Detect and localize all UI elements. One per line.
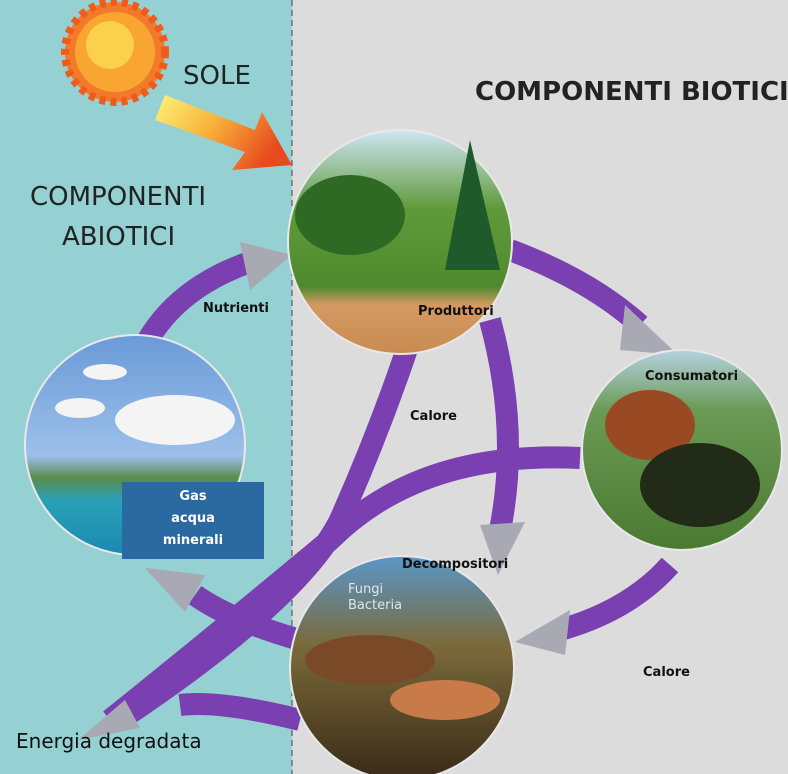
- animal: [640, 443, 760, 527]
- sun-label: SOLE: [183, 61, 251, 91]
- node-sublabel: Bacteria: [348, 598, 402, 613]
- sun: [65, 2, 165, 102]
- node-label: Gas: [179, 489, 206, 504]
- mushroom: [390, 680, 500, 720]
- page: {"sun": {"label": "SOLE"}, "regions": {"…: [0, 0, 788, 774]
- cloud: [115, 395, 235, 445]
- sun-core: [86, 21, 134, 69]
- mushroom: [305, 635, 435, 685]
- abiotic-title: ABIOTICI: [62, 222, 175, 252]
- node-label: Decompositori: [402, 557, 508, 572]
- node-label: Consumatori: [645, 369, 738, 384]
- flow-label: Calore: [410, 409, 457, 424]
- node-sublabel: Fungi: [348, 582, 383, 597]
- tree: [295, 175, 405, 255]
- diagram: SOLE COMPONENTI BIOTICI COMPONENTI ABIOT…: [0, 0, 788, 774]
- flow-label: Calore: [643, 665, 690, 680]
- node-label: minerali: [163, 533, 223, 548]
- flow-label: Nutrienti: [203, 301, 269, 316]
- node-label: acqua: [171, 511, 215, 526]
- cloud: [55, 398, 105, 418]
- biotic-title: COMPONENTI BIOTICI: [475, 77, 788, 107]
- node-label: Produttori: [418, 304, 494, 319]
- abiotic-title: COMPONENTI: [30, 182, 206, 212]
- flow-label: Energia degradata: [16, 729, 202, 753]
- cloud: [83, 364, 127, 380]
